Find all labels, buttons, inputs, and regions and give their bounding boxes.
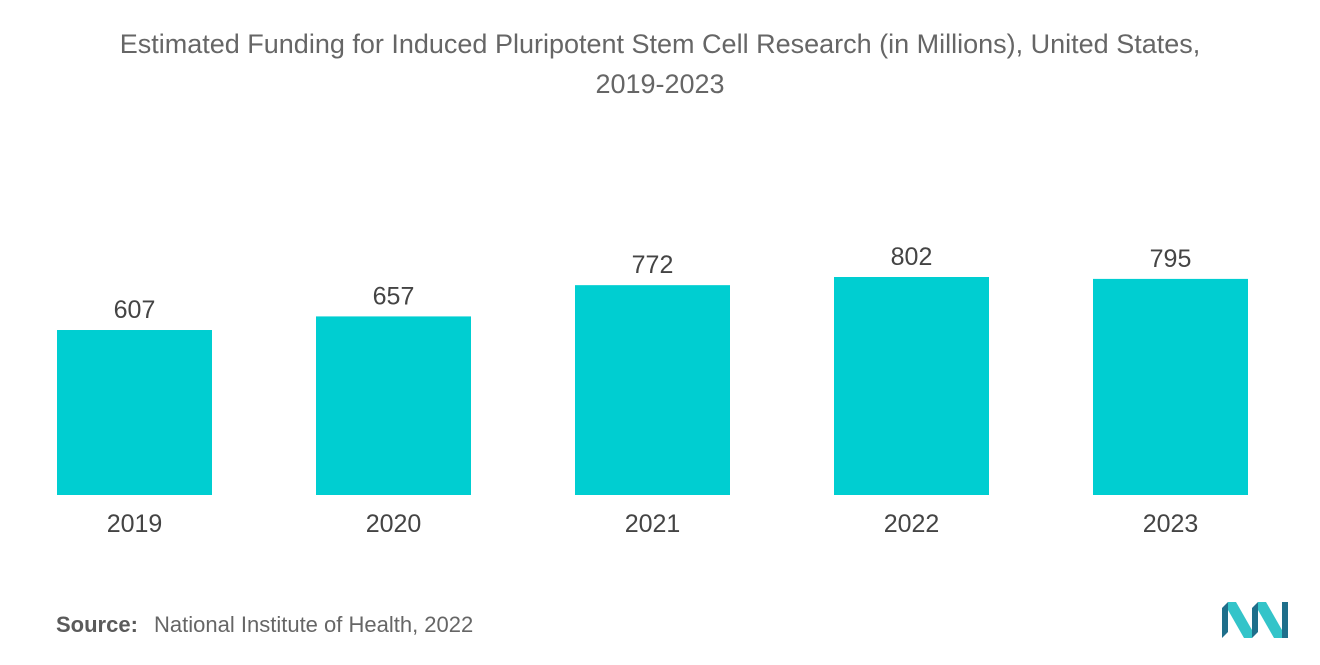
source-note: Source: National Institute of Health, 20… — [56, 612, 473, 638]
x-tick-label-2020: 2020 — [366, 510, 422, 538]
bar-2019 — [57, 330, 212, 495]
logo-shape-diag-1 — [1228, 602, 1252, 638]
x-tick-label-2021: 2021 — [625, 510, 681, 538]
x-tick-label-2019: 2019 — [107, 510, 163, 538]
data-label-2023: 795 — [1150, 245, 1192, 273]
data-label-2020: 657 — [373, 282, 415, 310]
logo-shape-left — [1222, 602, 1228, 638]
source-label: Source: — [56, 612, 138, 637]
logo-shape-right — [1282, 602, 1288, 638]
chart-title-line-2: 2019-2023 — [595, 69, 725, 99]
bar-chart: 607 2019 657 2020 772 2021 802 2022 795 2023 — [57, 243, 1248, 538]
chart-title: Estimated Funding for Induced Pluripoten… — [0, 24, 1320, 104]
bar-2022 — [834, 277, 989, 495]
bar-2021 — [575, 285, 730, 495]
data-label-2019: 607 — [114, 296, 156, 324]
brand-logo-icon — [1222, 602, 1288, 638]
x-tick-label-2022: 2022 — [884, 510, 940, 538]
chart-title-line-1: Estimated Funding for Induced Pluripoten… — [119, 29, 1201, 59]
bar-2020 — [316, 316, 471, 495]
x-tick-label-2023: 2023 — [1143, 510, 1199, 538]
logo-shape-middle — [1252, 602, 1258, 638]
bar-2023 — [1093, 278, 1248, 495]
logo-shape-diag-2 — [1258, 602, 1282, 638]
source-text: National Institute of Health, 2022 — [154, 612, 474, 637]
data-label-2022: 802 — [891, 243, 933, 271]
data-label-2021: 772 — [632, 251, 674, 279]
